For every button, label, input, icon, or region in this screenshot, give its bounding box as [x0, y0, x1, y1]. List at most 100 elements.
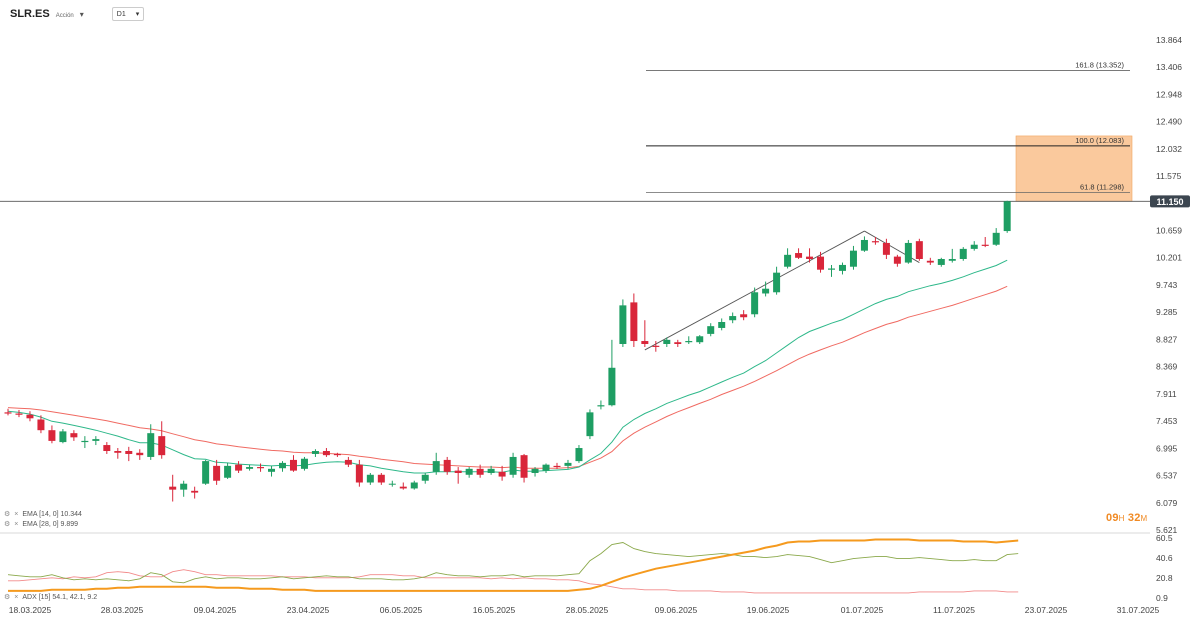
- candle-body: [904, 242, 912, 263]
- close-icon[interactable]: ×: [14, 520, 19, 528]
- candle-body: [520, 455, 528, 478]
- candle-body: [169, 486, 177, 490]
- candle-body: [838, 264, 846, 271]
- candle-body: [48, 430, 56, 441]
- adx-label: ADX [15] 54.1, 42.1, 9.2: [22, 593, 98, 601]
- x-tick-label: 18.03.2025: [9, 605, 52, 615]
- timeframe-select[interactable]: D1 ▾: [111, 7, 145, 21]
- candle-body: [597, 405, 605, 407]
- candle-body: [542, 464, 550, 471]
- x-tick-label: 19.06.2025: [747, 605, 790, 615]
- y-tick-label: 12.948: [1156, 89, 1182, 99]
- candle-body: [81, 440, 89, 443]
- candle-body: [235, 464, 243, 471]
- fibonacci-level-label: 100.0 (12.083): [1075, 136, 1124, 145]
- candle-body: [289, 459, 297, 471]
- candle-body: [630, 302, 638, 342]
- candle-body: [608, 367, 616, 406]
- di-plus-line: [7, 542, 1019, 584]
- candle-body: [926, 260, 934, 263]
- settings-icon[interactable]: ⚙: [4, 594, 11, 601]
- candle-body: [421, 474, 429, 481]
- ema28-legend[interactable]: ⚙ × EMA [28, 0] 9.899: [4, 520, 78, 529]
- candle-body: [773, 272, 781, 293]
- candle-body: [158, 436, 166, 456]
- candle-body: [740, 314, 748, 318]
- fibonacci-level-label: 161.8 (13.352): [1075, 60, 1124, 69]
- x-tick-label: 09.04.2025: [194, 605, 237, 615]
- candle-body: [641, 341, 649, 344]
- settings-icon[interactable]: ⚙: [4, 521, 11, 528]
- candle-body: [762, 288, 770, 294]
- candle-body: [674, 342, 682, 344]
- candle-body: [26, 414, 34, 419]
- adx-legend[interactable]: ⚙ × ADX [15] 54.1, 42.1, 9.2: [4, 593, 98, 602]
- symbol-dropdown-icon[interactable]: ▾: [79, 9, 84, 19]
- candle-body: [377, 474, 385, 483]
- candle-body: [729, 316, 737, 321]
- candle-body: [948, 258, 956, 261]
- di-minus-line: [8, 569, 1019, 594]
- candle-body: [685, 341, 693, 343]
- candle-countdown: 09H 32M: [1106, 512, 1147, 524]
- candle-body: [806, 256, 814, 259]
- y-tick-label: 7.911: [1156, 389, 1177, 399]
- ema14-line: [7, 259, 1008, 474]
- candle-body: [849, 250, 857, 267]
- candle-body: [300, 458, 308, 469]
- candle-body: [147, 433, 155, 457]
- candle-body: [4, 412, 12, 414]
- y-tick-label: 7.453: [1156, 416, 1178, 426]
- candle-body: [860, 239, 868, 251]
- candle-body: [465, 468, 473, 475]
- candle-body: [355, 464, 363, 483]
- candle-body: [619, 305, 627, 344]
- y-tick-label: 10.659: [1156, 226, 1182, 236]
- y-tick-label: 5.621: [1156, 525, 1178, 535]
- symbol-label[interactable]: SLR.ES: [10, 8, 50, 20]
- candle-body: [15, 413, 23, 415]
- candle-body: [202, 461, 210, 484]
- candle-body: [652, 345, 660, 347]
- ema14-label: EMA [14, 0] 10.344: [22, 510, 82, 518]
- candle-body: [871, 241, 879, 243]
- x-tick-label: 31.07.2025: [1117, 605, 1160, 615]
- candle-body: [564, 462, 572, 466]
- candle-body: [180, 483, 188, 490]
- candle-body: [992, 232, 1000, 245]
- candle-body: [795, 253, 803, 258]
- candle-body: [136, 452, 144, 456]
- candle-body: [476, 468, 484, 475]
- ema28-line: [7, 285, 1008, 469]
- candle-body: [388, 483, 396, 485]
- x-tick-label: 28.05.2025: [566, 605, 609, 615]
- candle-body: [103, 445, 111, 451]
- y-tick-label: 6.995: [1156, 443, 1178, 453]
- candle-body: [915, 241, 923, 259]
- candle-body: [531, 468, 539, 473]
- candle-body: [893, 256, 901, 264]
- close-icon[interactable]: ×: [14, 593, 19, 601]
- settings-icon[interactable]: ⚙: [4, 511, 11, 518]
- candle-body: [696, 336, 704, 343]
- candle-body: [663, 339, 671, 344]
- close-icon[interactable]: ×: [14, 510, 19, 518]
- candle-body: [937, 258, 945, 265]
- candle-body: [344, 459, 352, 465]
- candle-body: [311, 450, 319, 454]
- candle-body: [322, 450, 330, 456]
- candle-body: [828, 268, 835, 270]
- candle-body: [586, 412, 594, 437]
- candle-body: [959, 248, 967, 259]
- adx-tick-label: 60.5: [1156, 533, 1173, 543]
- candle-body: [718, 322, 726, 328]
- candle-body: [37, 419, 45, 431]
- candle-body: [70, 433, 78, 438]
- candle-body: [213, 465, 221, 481]
- candle-body: [125, 450, 133, 454]
- current-price-badge: [1150, 195, 1190, 208]
- ema14-legend[interactable]: ⚙ × EMA [14, 0] 10.344: [4, 510, 82, 519]
- candle-body: [268, 468, 276, 472]
